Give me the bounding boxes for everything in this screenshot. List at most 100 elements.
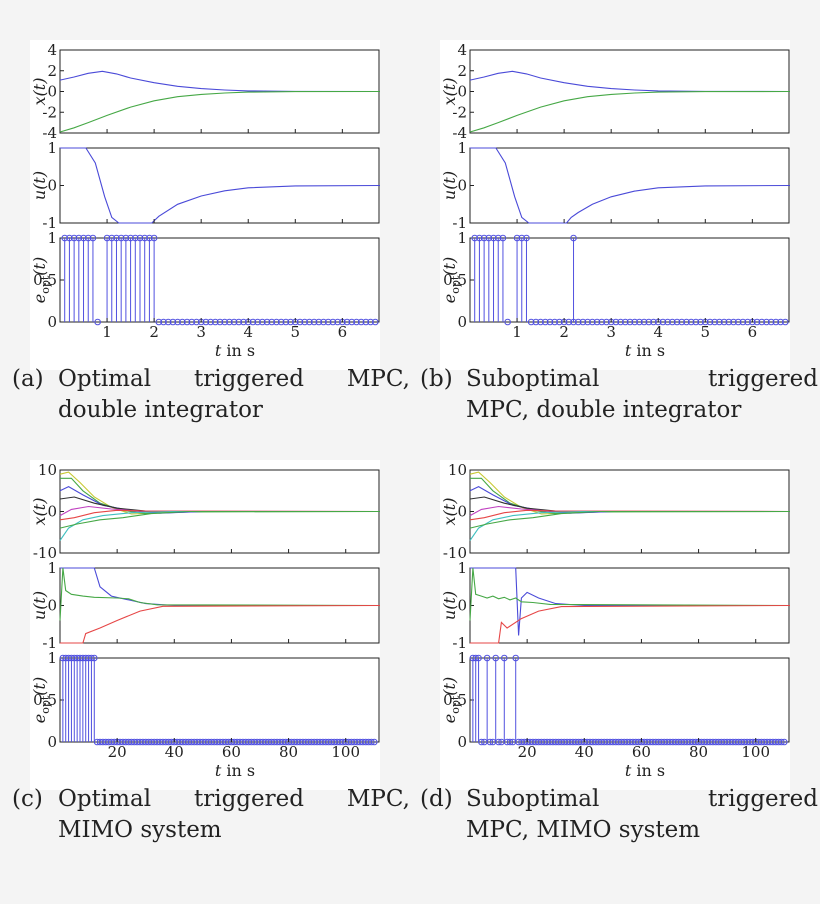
x-tick-label: 100 (741, 743, 770, 761)
trigger-marker (476, 234, 483, 242)
chart-a: 4 2 0 -2 -4 x(t) 1 0 -1 u(t) 1 0.5 0 eopt(t) 1 2 3 4 5 6 t i… (30, 40, 380, 370)
trigger-marker (527, 318, 535, 326)
trigger-marker (329, 318, 337, 326)
trigger-marker (226, 318, 233, 326)
trigger-marker (617, 318, 624, 326)
x-series-line (59, 510, 380, 541)
trigger-marker (506, 738, 514, 746)
y-tick-label: 10 (448, 461, 467, 479)
trigger-marker (296, 318, 304, 326)
trigger-marker (146, 234, 153, 242)
y-tick-label: -10 (33, 544, 57, 562)
x-tick-label: 60 (222, 743, 241, 761)
trigger-marker (155, 318, 163, 326)
x-tick-label: 5 (291, 323, 301, 341)
trigger-marker (240, 318, 247, 326)
trigger-marker (310, 318, 318, 326)
u-series-line (60, 567, 380, 607)
y-axis-label: x(t) (440, 498, 459, 526)
x-axis-label: t in s (215, 341, 255, 360)
x-axis-label: t in s (625, 341, 665, 360)
x-tick-label: 3 (606, 323, 616, 341)
caption-line: Optimal triggered MPC, (58, 366, 410, 392)
trigger-marker (565, 318, 573, 326)
trigger-marker (179, 318, 186, 326)
trigger-marker (485, 234, 493, 242)
x-series-line (59, 471, 380, 515)
trigger-marker (711, 318, 719, 326)
y-tick-label: -4 (42, 124, 57, 142)
trigger-marker (306, 318, 313, 326)
trigger-marker (692, 318, 700, 326)
y-tick-label: 1 (47, 649, 57, 667)
trigger-marker (636, 318, 643, 326)
trigger-marker (164, 318, 172, 326)
trigger-marker (193, 318, 200, 326)
trigger-marker (273, 318, 280, 326)
trigger-marker (315, 318, 323, 326)
trigger-marker (551, 318, 559, 326)
trigger-marker (127, 234, 134, 242)
trigger-marker (499, 234, 507, 242)
y-tick-label: 1 (457, 229, 467, 247)
trigger-marker (490, 234, 497, 242)
u-series-line (60, 147, 380, 224)
caption-label: (d) (420, 786, 453, 812)
x-tick-label: 20 (108, 743, 127, 761)
y-tick-label: 1 (47, 229, 57, 247)
x-tick-label: 6 (338, 323, 348, 341)
x-series-line (469, 496, 790, 513)
caption-line: MPC, double integrator (466, 397, 742, 423)
trigger-marker (287, 318, 294, 326)
y-tick-label: 0.5 (33, 271, 57, 289)
y-axis-label: eopt(t) (30, 677, 52, 723)
trigger-marker (763, 318, 770, 326)
trigger-marker (626, 318, 634, 326)
trigger-marker (348, 318, 356, 326)
u-series-line (470, 567, 790, 636)
trigger-marker (518, 234, 526, 242)
y-axis-label: x(t) (440, 78, 459, 106)
x-axis-label: t in s (215, 761, 255, 780)
trigger-marker (277, 318, 285, 326)
caption-line: double integrator (58, 397, 263, 423)
panel-frame-e (469, 237, 790, 323)
trigger-marker (640, 318, 648, 326)
trigger-marker (492, 654, 500, 662)
caption-label: (c) (12, 786, 43, 812)
trigger-marker (780, 738, 788, 746)
x-tick-label: 1 (102, 323, 112, 341)
panel-frame-e (59, 657, 380, 743)
y-tick-label: 2 (47, 62, 57, 80)
trigger-marker (334, 318, 341, 326)
trigger-marker (603, 318, 610, 326)
trigger-marker (650, 318, 657, 326)
y-axis-label: u(t) (30, 171, 49, 200)
y-tick-label: 0 (47, 313, 57, 331)
trigger-marker (659, 318, 667, 326)
y-tick-label: 0 (47, 597, 57, 615)
trigger-marker (211, 318, 219, 326)
trigger-marker (504, 318, 511, 326)
y-axis-label: u(t) (440, 171, 459, 200)
chart-svg: 4 2 0 -2 -4 x(t) 1 0 -1 u(t) 1 0.5 0 eopt(t) 1 2 3 4 5 6 t i… (30, 41, 380, 360)
trigger-marker (778, 738, 785, 746)
y-tick-label: -4 (452, 124, 467, 142)
panel-frame-e (469, 657, 790, 743)
trigger-marker (136, 234, 144, 242)
trigger-marker (730, 318, 737, 326)
trigger-marker (556, 318, 563, 326)
trigger-marker (593, 318, 601, 326)
trigger-marker (301, 318, 309, 326)
x-tick-label: 5 (701, 323, 711, 341)
trigger-marker (202, 318, 210, 326)
x-series-line (59, 90, 380, 133)
trigger-marker (589, 318, 596, 326)
trigger-marker (513, 234, 521, 242)
y-tick-label: 0 (457, 597, 467, 615)
trigger-marker (475, 654, 482, 662)
trigger-marker (122, 234, 130, 242)
trigger-marker (207, 318, 214, 326)
u-series-line (469, 567, 790, 621)
trigger-marker (368, 738, 375, 746)
